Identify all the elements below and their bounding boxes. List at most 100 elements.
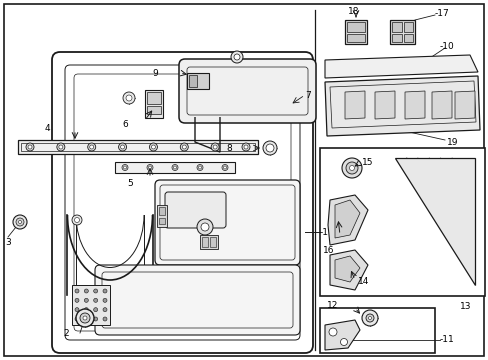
Circle shape: [126, 95, 132, 101]
Circle shape: [197, 219, 213, 235]
Circle shape: [149, 143, 157, 151]
Text: 3: 3: [5, 238, 11, 247]
Circle shape: [84, 289, 88, 293]
Circle shape: [197, 165, 203, 171]
Circle shape: [148, 166, 151, 169]
Bar: [346, 34, 364, 42]
Circle shape: [211, 143, 219, 151]
Polygon shape: [327, 195, 367, 245]
Text: -1: -1: [319, 228, 328, 237]
Circle shape: [72, 215, 82, 225]
FancyBboxPatch shape: [179, 59, 315, 123]
Circle shape: [180, 143, 188, 151]
Circle shape: [122, 165, 128, 171]
Text: 18: 18: [347, 6, 359, 15]
Circle shape: [103, 298, 107, 302]
Circle shape: [198, 166, 201, 169]
Bar: [115, 162, 235, 173]
Bar: [186, 73, 208, 89]
Text: 19: 19: [446, 138, 458, 147]
Bar: [319, 308, 434, 353]
Bar: [200, 235, 218, 249]
Circle shape: [172, 165, 178, 171]
Bar: [345, 20, 366, 44]
Bar: [147, 92, 161, 104]
Bar: [346, 22, 364, 32]
Bar: [209, 237, 216, 247]
Circle shape: [75, 317, 79, 321]
Bar: [391, 34, 401, 42]
Circle shape: [341, 158, 361, 178]
Circle shape: [182, 145, 186, 149]
Bar: [403, 34, 412, 42]
Circle shape: [121, 145, 124, 149]
Circle shape: [223, 166, 226, 169]
Circle shape: [263, 141, 276, 155]
Circle shape: [103, 317, 107, 321]
Polygon shape: [345, 91, 364, 119]
Circle shape: [84, 308, 88, 312]
Circle shape: [103, 289, 107, 293]
Text: 9: 9: [152, 68, 158, 77]
Circle shape: [94, 308, 98, 312]
Circle shape: [346, 162, 357, 174]
Circle shape: [118, 143, 126, 151]
Bar: [21, 143, 254, 151]
Circle shape: [13, 215, 27, 229]
Circle shape: [173, 166, 176, 169]
Polygon shape: [334, 256, 359, 282]
FancyBboxPatch shape: [95, 265, 299, 335]
Text: 16: 16: [323, 246, 334, 255]
Polygon shape: [394, 158, 474, 285]
Text: -10: -10: [439, 41, 454, 50]
Text: 4: 4: [45, 123, 51, 132]
Bar: [145, 90, 163, 118]
Polygon shape: [334, 200, 359, 238]
Bar: [319, 148, 484, 296]
Polygon shape: [325, 320, 359, 350]
Bar: [18, 140, 258, 154]
Circle shape: [76, 309, 94, 327]
Circle shape: [151, 145, 155, 149]
Text: 7: 7: [305, 90, 310, 99]
Circle shape: [349, 166, 354, 171]
Polygon shape: [325, 76, 479, 136]
Circle shape: [213, 145, 217, 149]
Circle shape: [16, 218, 24, 226]
Circle shape: [244, 145, 247, 149]
Polygon shape: [454, 91, 474, 119]
Polygon shape: [325, 55, 477, 78]
Circle shape: [123, 92, 135, 104]
FancyBboxPatch shape: [52, 52, 312, 353]
Circle shape: [123, 166, 126, 169]
Circle shape: [74, 217, 80, 222]
Circle shape: [89, 145, 94, 149]
Circle shape: [75, 289, 79, 293]
FancyBboxPatch shape: [155, 180, 299, 265]
Circle shape: [328, 328, 336, 336]
Circle shape: [87, 143, 96, 151]
FancyBboxPatch shape: [164, 192, 225, 228]
Circle shape: [28, 145, 32, 149]
Bar: [389, 20, 414, 44]
Circle shape: [94, 289, 98, 293]
Text: 8: 8: [226, 144, 231, 153]
Circle shape: [230, 51, 243, 63]
Polygon shape: [374, 91, 394, 119]
Bar: [72, 285, 110, 325]
Circle shape: [340, 338, 347, 346]
Polygon shape: [404, 91, 424, 119]
Bar: [403, 22, 412, 32]
Text: 5: 5: [127, 179, 133, 188]
Text: -17: -17: [434, 9, 449, 18]
Text: 15: 15: [361, 158, 373, 166]
Circle shape: [94, 298, 98, 302]
Circle shape: [265, 144, 273, 152]
Text: 14: 14: [357, 278, 368, 287]
Circle shape: [57, 143, 65, 151]
Circle shape: [84, 317, 88, 321]
Bar: [202, 237, 207, 247]
Circle shape: [94, 317, 98, 321]
Circle shape: [222, 165, 227, 171]
Bar: [391, 22, 401, 32]
